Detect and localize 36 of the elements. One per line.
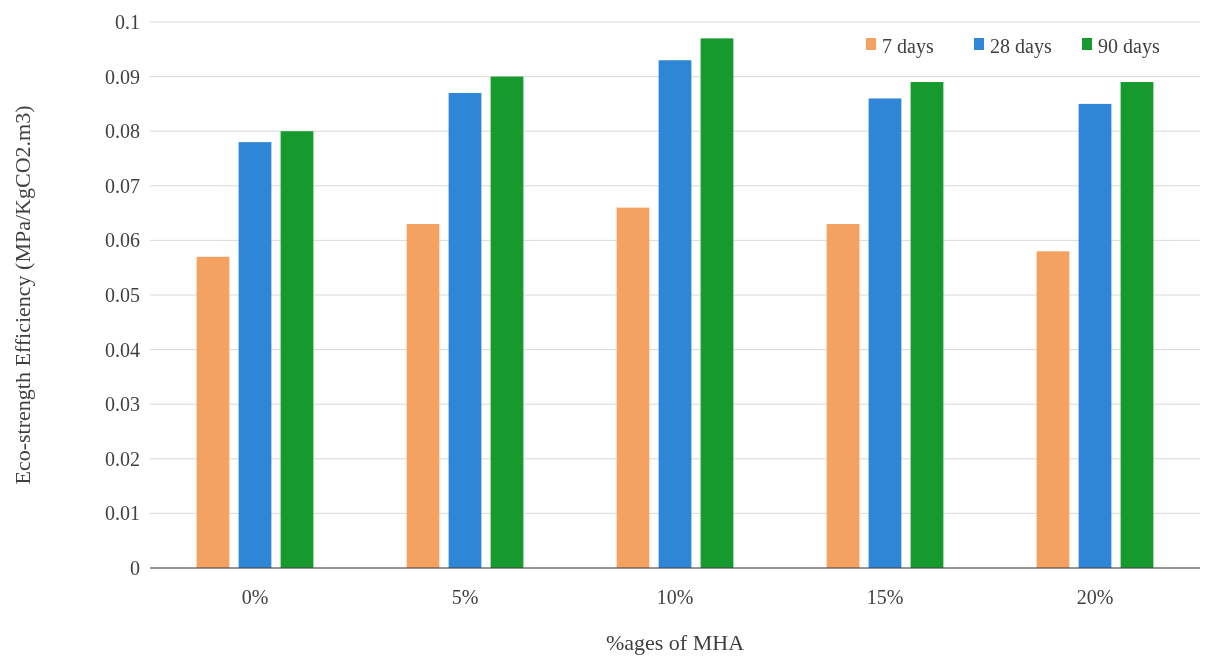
y-tick-label: 0.06: [105, 229, 140, 252]
bar: [910, 82, 944, 568]
legend-label: 7 days: [882, 35, 934, 58]
bar: [826, 224, 860, 568]
x-tick-label: 5%: [451, 586, 479, 608]
legend-label: 28 days: [990, 35, 1052, 58]
y-tick-label: 0.05: [105, 284, 140, 306]
bar: [1120, 82, 1154, 568]
y-tick-label: 0.07: [105, 174, 140, 197]
x-tick-label: 10%: [656, 586, 694, 608]
y-tick-label: 0.03: [105, 393, 140, 416]
bar: [658, 60, 692, 568]
bar: [1036, 251, 1070, 568]
y-tick-label: 0.01: [105, 502, 140, 525]
legend-label: 90 days: [1098, 35, 1160, 58]
bar: [700, 38, 734, 568]
y-tick-label: 0.02: [105, 447, 140, 470]
bar: [616, 207, 650, 568]
bar: [490, 76, 524, 568]
bar: [1078, 103, 1112, 568]
bar: [448, 92, 482, 568]
bar: [868, 98, 902, 568]
y-tick-label: 0.08: [105, 120, 140, 143]
x-axis-title: %ages of MHA: [605, 630, 745, 655]
y-tick-label: 0.1: [115, 11, 140, 33]
bar: [406, 224, 440, 568]
y-tick-label: 0: [130, 557, 140, 579]
y-axis-title: Eco-strength Efficiency (MPa/KgCO2.m3): [10, 105, 35, 485]
bar: [196, 256, 230, 568]
bar: [238, 142, 272, 568]
y-tick-label: 0.09: [105, 65, 140, 88]
x-tick-label: 0%: [241, 586, 269, 608]
x-tick-label: 15%: [866, 586, 904, 608]
x-tick-label: 20%: [1076, 586, 1114, 608]
y-tick-label: 0.04: [105, 338, 140, 361]
bar: [280, 131, 314, 568]
